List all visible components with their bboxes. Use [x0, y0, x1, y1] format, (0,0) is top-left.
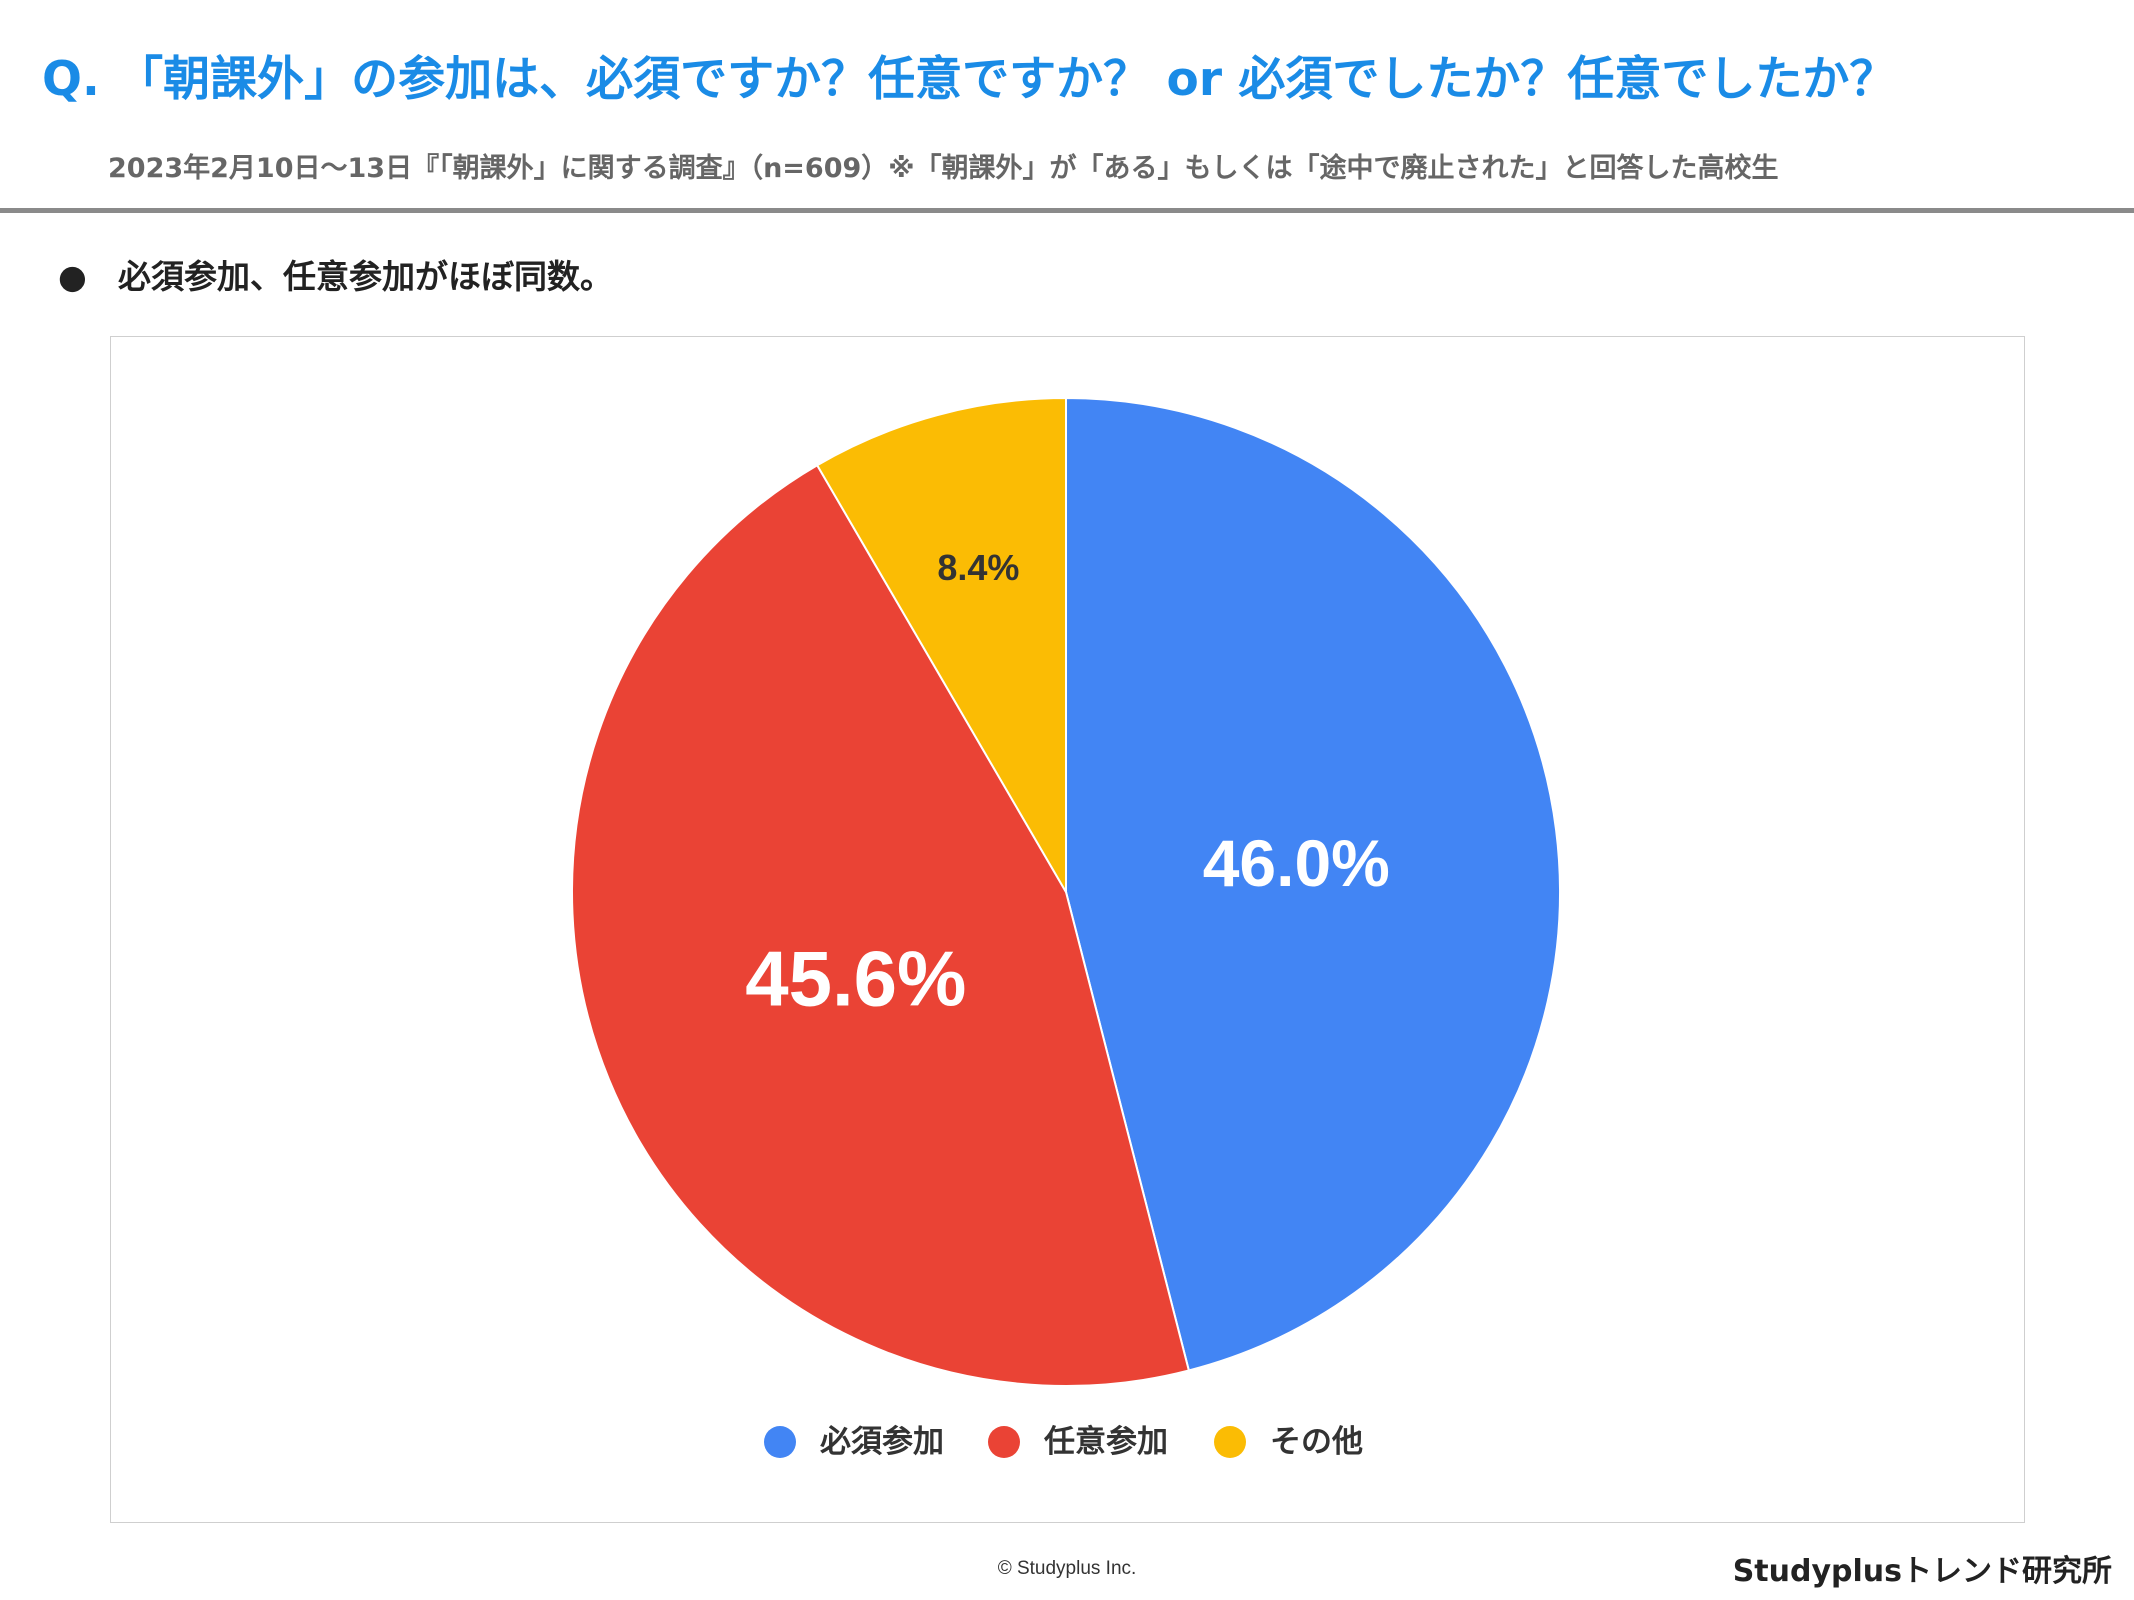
page-title: Q. 「朝課外」の参加は、必須ですか？任意ですか？ or 必須でしたか？任意でし… — [42, 52, 1897, 107]
legend-label-3: その他 — [1270, 1424, 1363, 1460]
legend-label-2: 任意参加 — [1043, 1424, 1168, 1460]
pie-data-label-2: 45.6% — [745, 934, 966, 1022]
legend-label-1: 必須参加 — [820, 1424, 944, 1460]
pie-data-label-3: 8.4% — [937, 547, 1019, 588]
legend-swatch-3 — [1214, 1426, 1246, 1458]
copyright-text: © Studyplus Inc. — [997, 1558, 1137, 1579]
chart-legend: 必須参加 任意参加 その他 — [764, 1424, 1363, 1460]
pie-slice-1 — [1065, 396, 1561, 1372]
header-divider — [0, 208, 2134, 213]
pie-data-labels: 46.0% 45.6% 8.4% — [745, 547, 1390, 1022]
bullet-dot: ● — [58, 257, 87, 296]
pie-slice-3 — [815, 396, 1067, 896]
summary-text: 必須参加、任意参加がほぼ同数。 — [118, 257, 613, 296]
legend-swatch-2 — [988, 1426, 1020, 1458]
pie-data-label-1: 46.0% — [1203, 826, 1390, 900]
brand-logo-text: Studyplusトレンド研究所 — [1732, 1554, 2112, 1589]
survey-subtitle: 2023年2月10日～13日『「朝課外」に関する調査』（n=609）※「朝課外」… — [108, 153, 1779, 184]
summary-bullet: ● 必須参加、任意参加がほぼ同数。 — [58, 250, 613, 298]
pie-slice-2 — [570, 463, 1191, 1387]
legend-swatch-1 — [764, 1426, 796, 1458]
pie-slices — [570, 396, 1561, 1387]
